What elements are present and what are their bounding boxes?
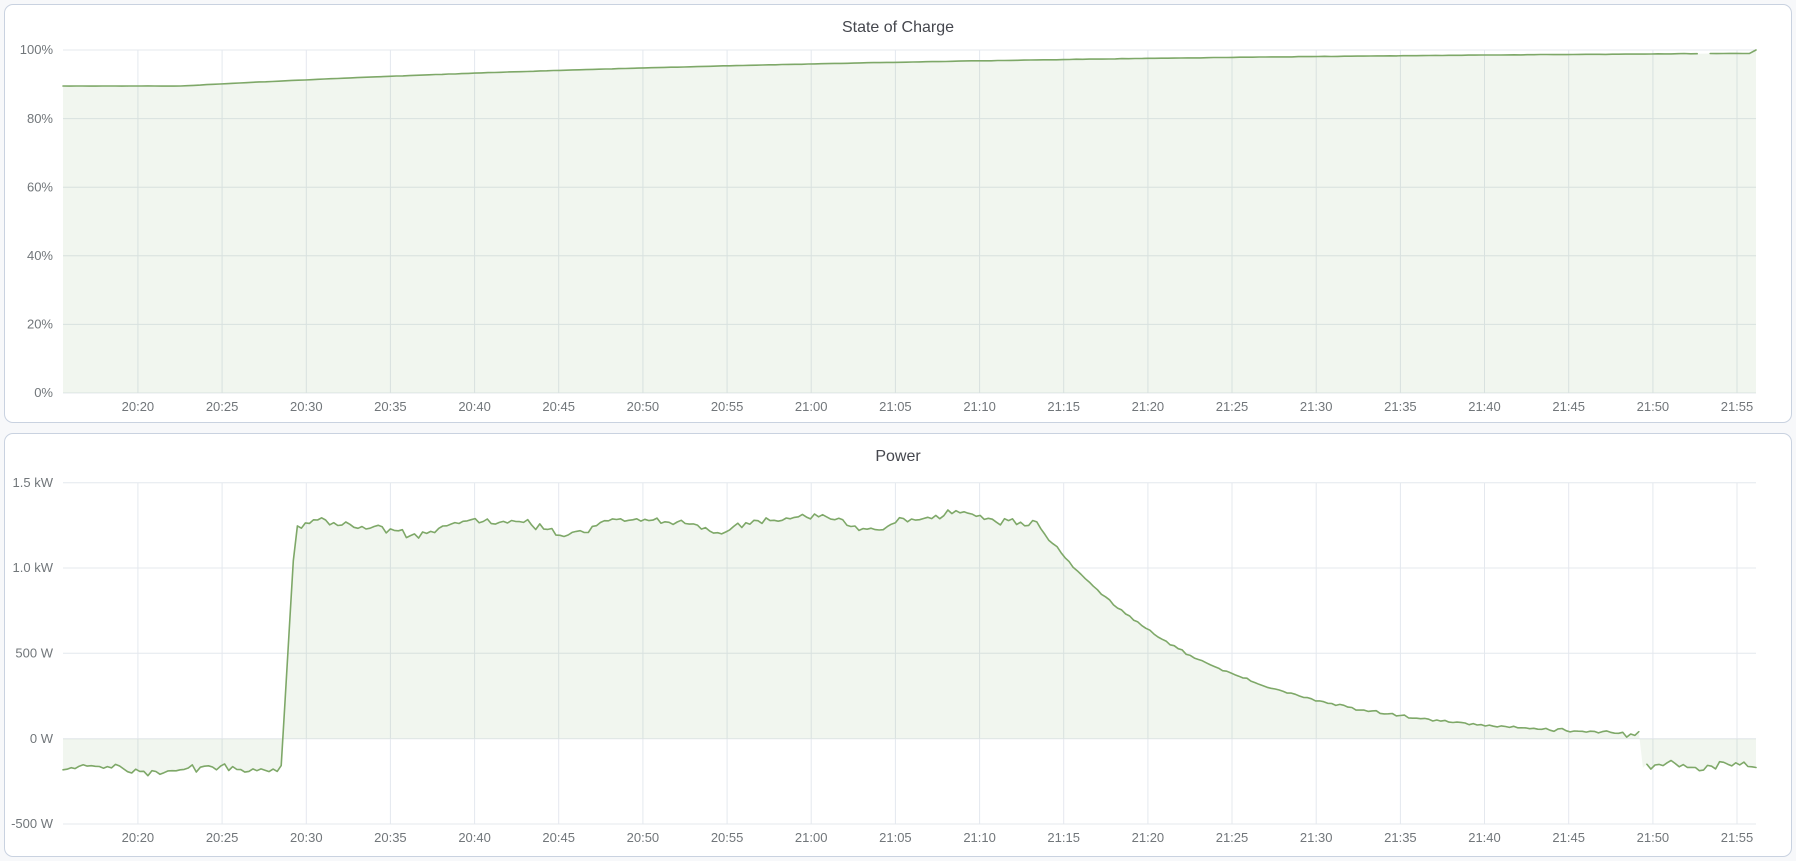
svg-text:20:50: 20:50 (627, 830, 660, 845)
svg-text:21:05: 21:05 (879, 830, 912, 845)
svg-text:20:20: 20:20 (122, 830, 155, 845)
svg-text:21:00: 21:00 (795, 399, 828, 414)
svg-text:21:00: 21:00 (795, 830, 828, 845)
svg-text:40%: 40% (27, 248, 53, 263)
svg-text:21:55: 21:55 (1721, 830, 1754, 845)
svg-text:21:40: 21:40 (1468, 399, 1501, 414)
svg-text:20:50: 20:50 (627, 399, 660, 414)
svg-text:100%: 100% (20, 42, 54, 57)
svg-text:21:10: 21:10 (963, 830, 996, 845)
svg-text:21:15: 21:15 (1047, 830, 1080, 845)
svg-text:20%: 20% (27, 317, 53, 332)
svg-text:20:45: 20:45 (542, 830, 575, 845)
svg-text:20:35: 20:35 (374, 830, 407, 845)
svg-text:0%: 0% (34, 385, 53, 400)
svg-text:21:25: 21:25 (1216, 399, 1249, 414)
svg-text:21:50: 21:50 (1637, 399, 1670, 414)
svg-text:1.5 kW: 1.5 kW (13, 475, 54, 490)
svg-text:21:30: 21:30 (1300, 830, 1333, 845)
svg-text:21:35: 21:35 (1384, 830, 1417, 845)
svg-text:1.0 kW: 1.0 kW (13, 560, 54, 575)
svg-text:21:55: 21:55 (1721, 399, 1754, 414)
svg-text:20:55: 20:55 (711, 830, 744, 845)
svg-text:0 W: 0 W (30, 731, 54, 746)
svg-text:20:30: 20:30 (290, 399, 323, 414)
svg-text:21:10: 21:10 (963, 399, 996, 414)
svg-text:20:25: 20:25 (206, 399, 239, 414)
svg-text:-500 W: -500 W (11, 816, 54, 831)
svg-text:21:05: 21:05 (879, 399, 912, 414)
svg-text:20:35: 20:35 (374, 399, 407, 414)
svg-text:21:45: 21:45 (1552, 399, 1585, 414)
svg-text:20:40: 20:40 (458, 830, 491, 845)
svg-text:21:35: 21:35 (1384, 399, 1417, 414)
svg-text:21:20: 21:20 (1132, 830, 1165, 845)
svg-text:21:40: 21:40 (1468, 830, 1501, 845)
svg-text:21:45: 21:45 (1552, 830, 1585, 845)
svg-text:21:20: 21:20 (1132, 399, 1165, 414)
svg-text:20:30: 20:30 (290, 830, 323, 845)
svg-text:21:25: 21:25 (1216, 830, 1249, 845)
svg-text:20:45: 20:45 (542, 399, 575, 414)
svg-text:500 W: 500 W (15, 646, 53, 661)
svg-text:21:15: 21:15 (1047, 399, 1080, 414)
svg-text:20:55: 20:55 (711, 399, 744, 414)
svg-text:20:25: 20:25 (206, 830, 239, 845)
svg-text:21:30: 21:30 (1300, 399, 1333, 414)
svg-text:20:40: 20:40 (458, 399, 491, 414)
svg-text:20:20: 20:20 (122, 399, 155, 414)
svg-text:21:50: 21:50 (1637, 830, 1670, 845)
svg-text:80%: 80% (27, 111, 53, 126)
svg-text:60%: 60% (27, 179, 53, 194)
